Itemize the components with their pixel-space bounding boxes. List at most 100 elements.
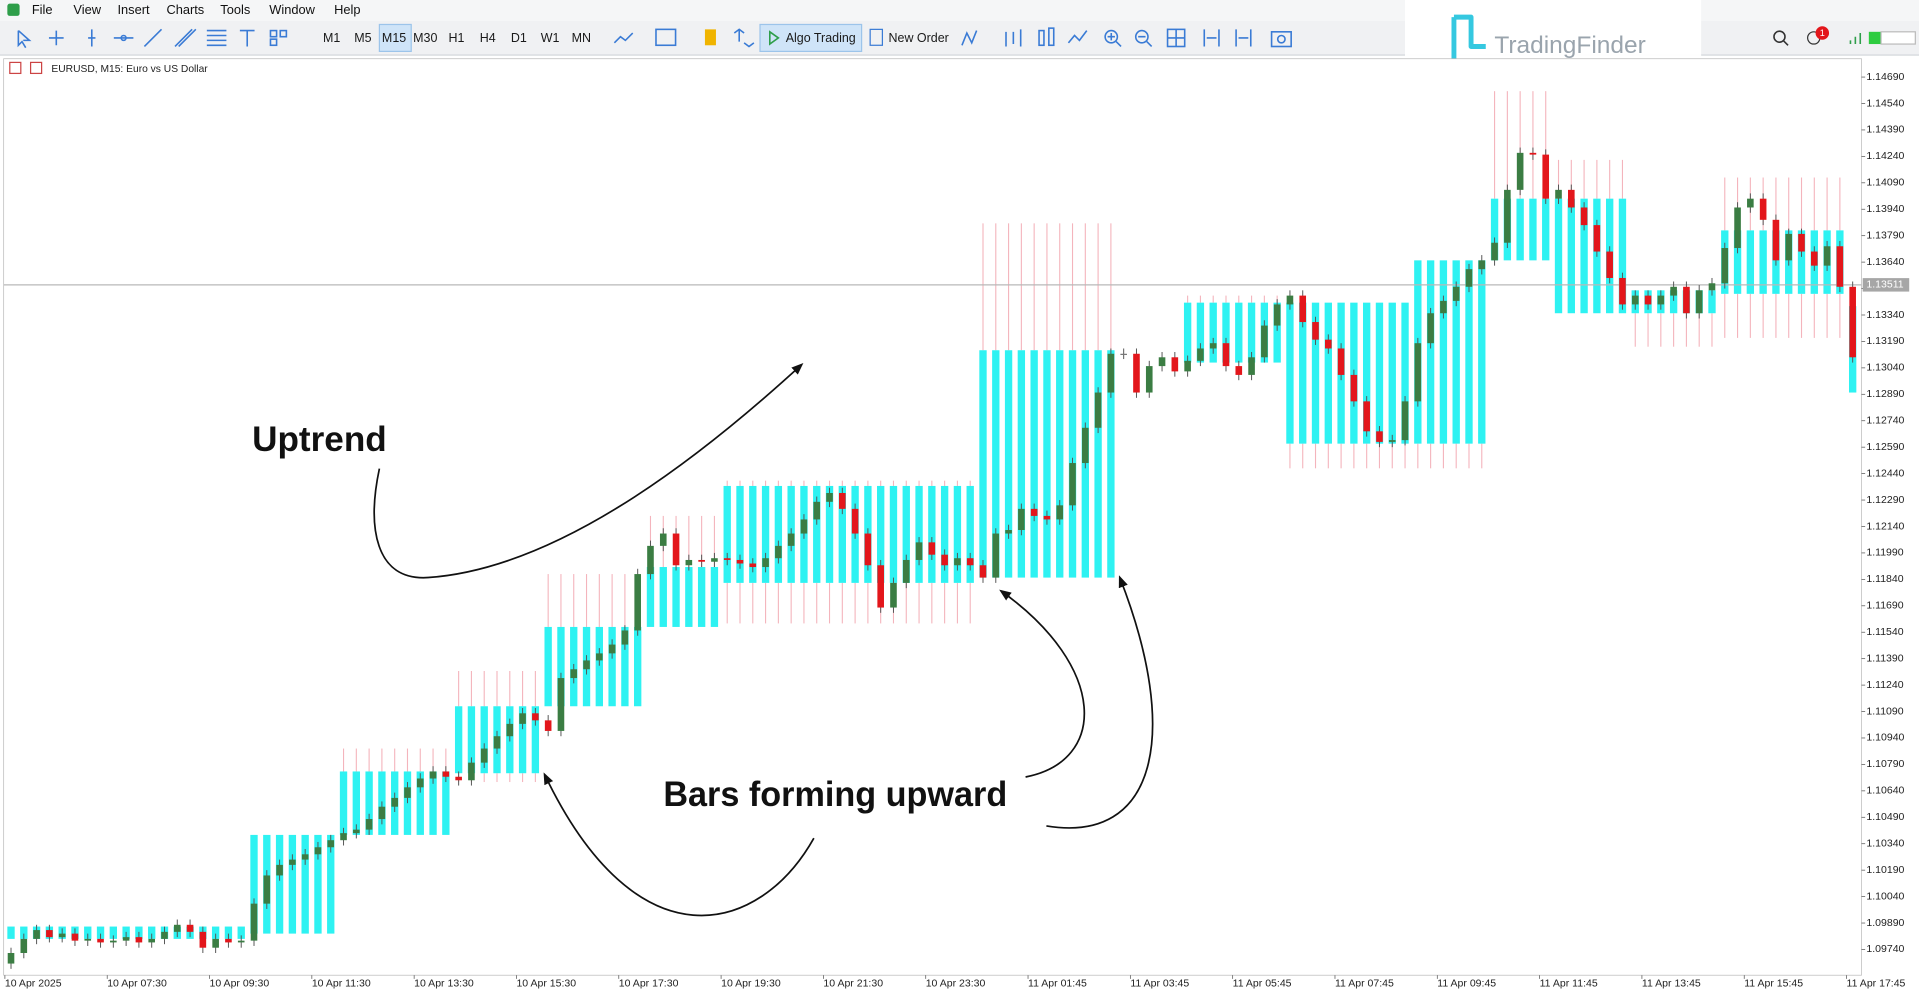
box-bar [825, 485, 834, 583]
candle-body [1094, 392, 1102, 428]
candle-body [1273, 304, 1281, 326]
box-bar [429, 771, 437, 835]
box-bar [7, 926, 15, 939]
box-bar [1324, 302, 1332, 444]
algo-trading-button[interactable]: Algo Trading [786, 31, 856, 45]
y-tick-label: 1.12740 [1866, 415, 1904, 427]
x-tick-label: 10 Apr 13:30 [414, 978, 474, 990]
box-bar [1363, 302, 1371, 444]
chart-title: EURUSD, M15: Euro vs US Dollar [51, 64, 208, 75]
box-bar [1580, 198, 1588, 314]
chart-icon [9, 61, 22, 75]
candle-body [416, 778, 424, 788]
candle-body [110, 940, 117, 943]
box-bar [966, 485, 974, 583]
box-bar [1388, 302, 1396, 444]
candle-body [1222, 343, 1230, 367]
candle-body [1145, 366, 1153, 393]
box-bar [454, 706, 463, 774]
candle-body [596, 653, 603, 661]
candle-body [800, 519, 808, 534]
timeframe-button[interactable]: H1 [449, 31, 465, 45]
timeframe-button[interactable]: M5 [354, 31, 371, 45]
candle-body [33, 930, 40, 939]
x-tick-label: 10 Apr 2025 [5, 978, 62, 990]
menu-item[interactable]: File [32, 2, 53, 17]
box-bar [148, 926, 156, 939]
box-bar [1529, 198, 1537, 261]
x-tick-label: 11 Apr 03:45 [1130, 978, 1189, 990]
candle-body [1414, 343, 1422, 402]
new-order-button[interactable]: New Order [889, 31, 949, 45]
candle-body [1261, 325, 1268, 358]
candle-body [1759, 198, 1767, 220]
menu-item[interactable]: Insert [117, 2, 150, 17]
x-tick-label: 11 Apr 05:45 [1233, 978, 1292, 990]
candle-body [915, 542, 923, 560]
box-bar [749, 485, 757, 583]
box-bar [915, 485, 923, 583]
candle-body [621, 630, 629, 645]
menu-item[interactable]: Charts [166, 2, 204, 17]
box-bar [1542, 198, 1550, 261]
box-bar [992, 350, 1000, 578]
signal-bar [1868, 31, 1882, 45]
box-bar [1043, 350, 1051, 578]
box-bar [339, 771, 348, 835]
y-tick-label: 1.12290 [1866, 494, 1904, 506]
y-tick-label: 1.10040 [1866, 890, 1904, 902]
box-bar [84, 926, 92, 939]
box-bar [365, 771, 373, 835]
candle-body [1657, 295, 1665, 305]
candle-body [250, 903, 258, 941]
chart-icon [29, 61, 43, 75]
candle-body [1849, 286, 1856, 358]
candle-body [46, 930, 53, 938]
price-label: 1.13511 [1866, 279, 1903, 291]
candle-body [877, 565, 884, 608]
timeframe-button[interactable]: MN [572, 31, 591, 45]
candle-body [1018, 508, 1025, 531]
candle-body [263, 875, 271, 904]
candle-body [122, 937, 130, 941]
candle-body [97, 938, 104, 943]
box-bar [1209, 302, 1217, 363]
y-tick-label: 1.10640 [1866, 785, 1904, 797]
candle-body [1197, 348, 1204, 361]
box-bar [1401, 302, 1409, 444]
candle-body [442, 771, 450, 777]
bars-arrow [999, 589, 1086, 778]
menu-item[interactable]: Help [334, 2, 360, 17]
timeframe-button[interactable]: W1 [541, 31, 560, 45]
algo-trading-bg [759, 23, 863, 53]
menu-item[interactable]: Tools [220, 2, 250, 17]
timeframe-button[interactable]: D1 [511, 31, 527, 45]
menu-item[interactable]: View [73, 2, 101, 17]
uptrend-arrow [373, 363, 804, 579]
timeframe-button[interactable]: H4 [480, 31, 496, 45]
timeframe-button[interactable]: M15 [382, 31, 406, 45]
bars-arrow [543, 772, 815, 917]
candle-body [455, 776, 462, 781]
candle-body [1082, 427, 1089, 464]
timeframe-button[interactable]: M1 [323, 31, 340, 45]
candle-body [58, 933, 66, 938]
candle-body [314, 847, 322, 855]
y-tick-label: 1.13790 [1866, 229, 1904, 241]
timeframe-button[interactable]: M30 [413, 31, 437, 45]
candle-body [1619, 277, 1626, 305]
box-bar [544, 626, 552, 707]
candle-body [711, 558, 718, 562]
annotation: Bars forming upward [663, 774, 1007, 814]
candle-body [1440, 300, 1447, 314]
candle-body [353, 829, 360, 834]
menu-item[interactable]: Window [269, 2, 315, 17]
box-bar [518, 706, 527, 774]
candle-body [1747, 198, 1754, 208]
box-bar [1004, 350, 1013, 578]
candle-body [1772, 219, 1780, 261]
box-bar [685, 567, 693, 627]
app-icon [7, 3, 20, 16]
candle-body [1235, 366, 1243, 375]
